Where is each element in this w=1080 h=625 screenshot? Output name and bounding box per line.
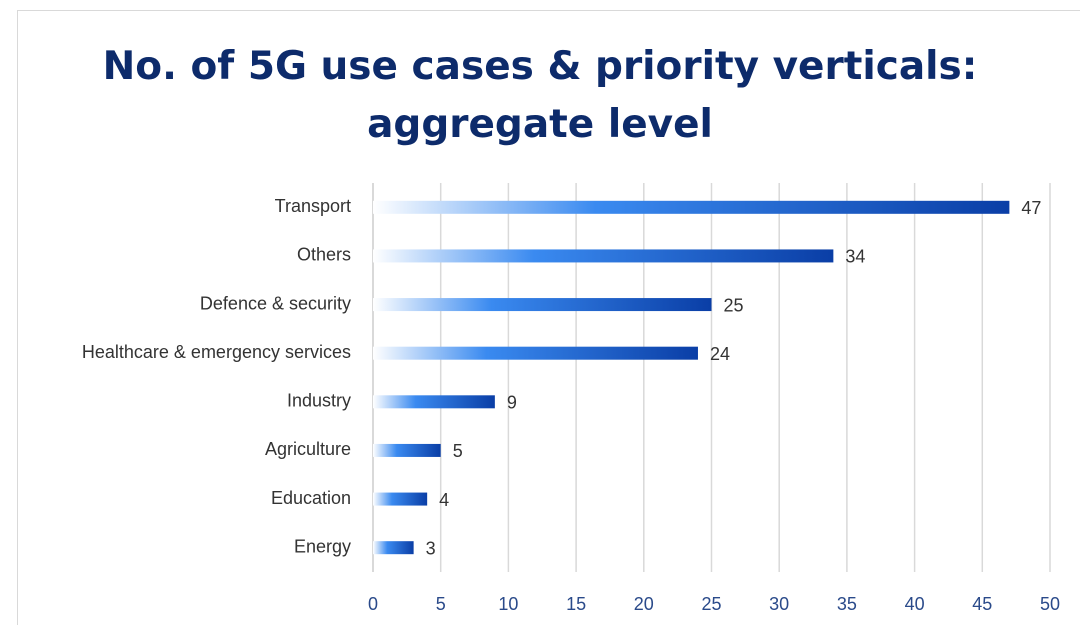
y-tick-label: Education — [271, 488, 351, 508]
bar — [373, 443, 441, 457]
chart-frame — [17, 10, 1080, 625]
value-label: 34 — [845, 247, 865, 267]
bar — [373, 395, 495, 409]
x-tick-label: 15 — [566, 594, 586, 614]
y-tick-label: Others — [297, 245, 351, 265]
x-tick-label: 0 — [368, 594, 378, 614]
value-label: 5 — [453, 441, 463, 461]
bar — [373, 492, 428, 506]
chart-title: No. of 5G use cases & priority verticals… — [102, 44, 978, 147]
bar — [373, 541, 414, 555]
bar — [373, 200, 1010, 214]
y-tick-label: Energy — [294, 536, 351, 556]
bar — [373, 298, 712, 312]
bar — [373, 249, 834, 263]
value-label: 24 — [710, 344, 730, 364]
value-label: 4 — [439, 490, 449, 510]
value-label: 3 — [426, 538, 436, 558]
value-label: 25 — [724, 295, 744, 315]
bar — [373, 346, 698, 360]
value-label: 9 — [507, 393, 517, 413]
x-tick-label: 5 — [436, 594, 446, 614]
y-tick-label: Transport — [275, 196, 351, 216]
x-tick-label: 20 — [634, 594, 654, 614]
y-tick-label: Industry — [287, 391, 351, 411]
x-tick-label: 10 — [498, 594, 518, 614]
x-tick-label: 45 — [972, 594, 992, 614]
y-tick-label: Agriculture — [265, 439, 351, 459]
y-tick-label: Defence & security — [200, 293, 351, 313]
x-tick-label: 35 — [837, 594, 857, 614]
value-label: 47 — [1021, 198, 1041, 218]
x-tick-label: 40 — [905, 594, 925, 614]
y-tick-label: Healthcare & emergency services — [82, 342, 351, 362]
x-tick-label: 25 — [701, 594, 721, 614]
x-tick-label: 30 — [769, 594, 789, 614]
x-tick-label: 50 — [1040, 594, 1060, 614]
